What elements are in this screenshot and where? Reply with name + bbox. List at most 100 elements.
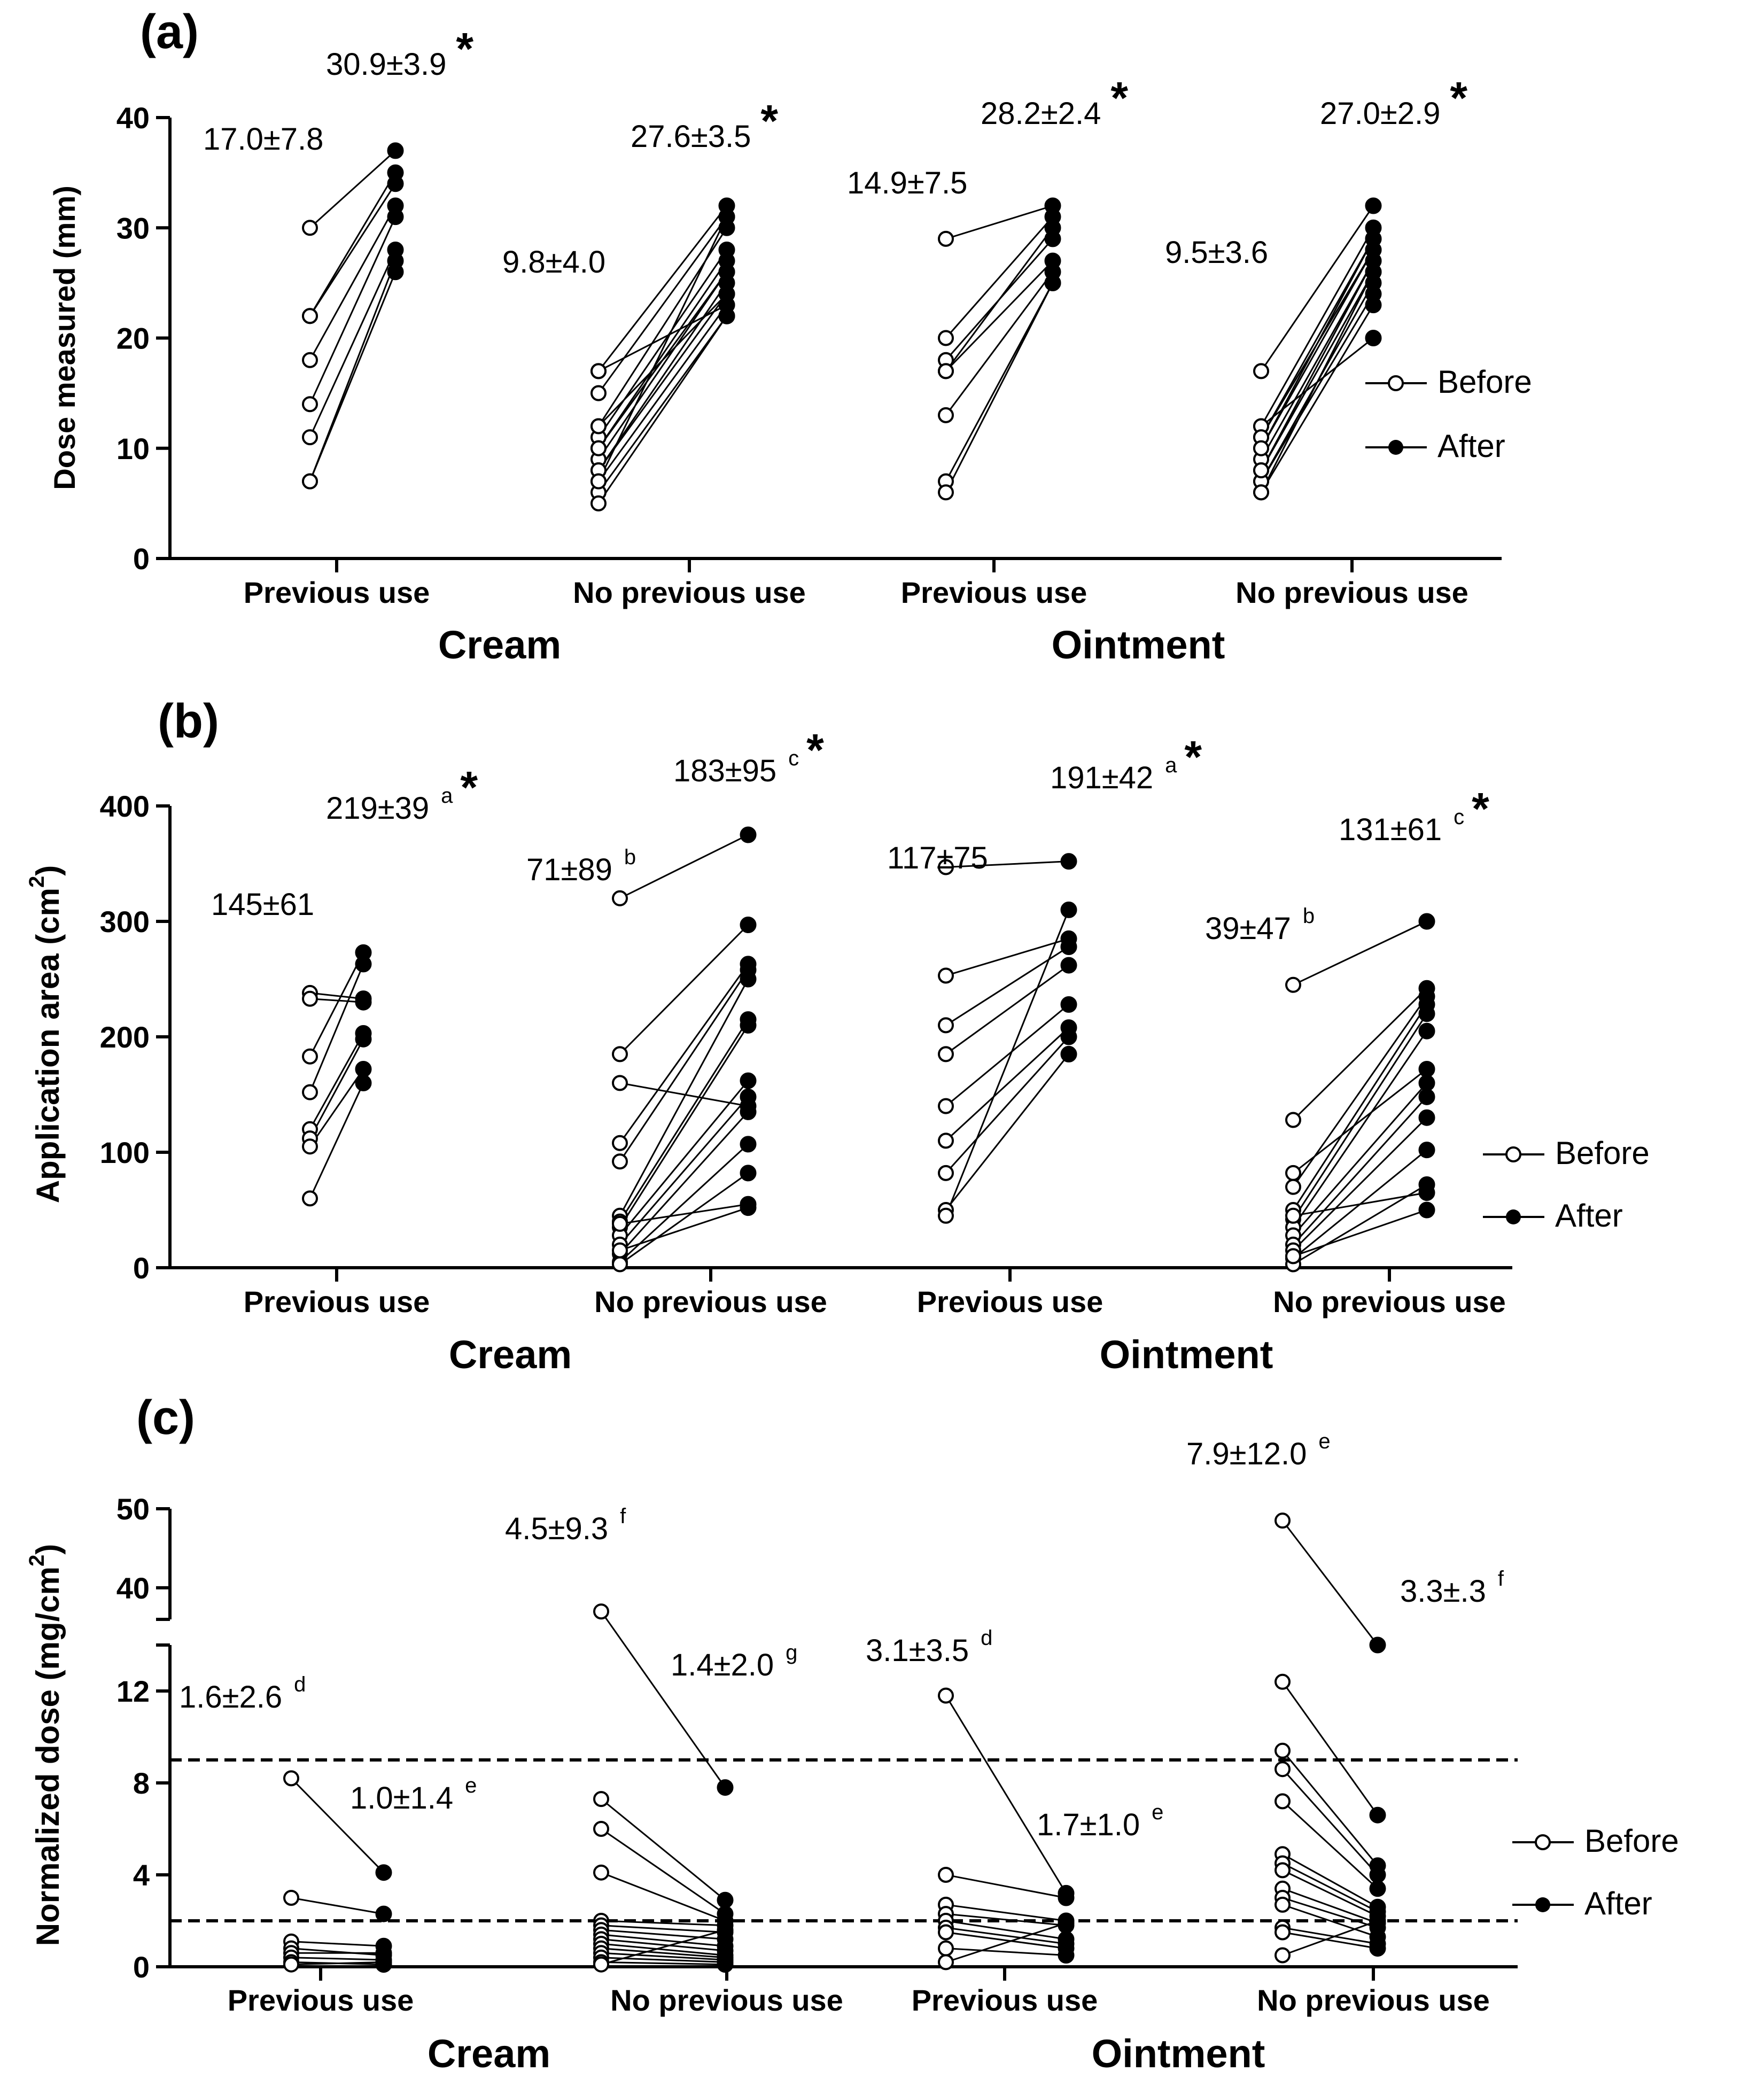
point-before xyxy=(612,1215,628,1232)
point-after xyxy=(375,1905,392,1922)
connector-line xyxy=(597,249,728,438)
point-after xyxy=(355,1060,372,1077)
annotation-before-group: 39±47 b xyxy=(1205,904,1315,946)
annotation-after: 27.0±2.9 * xyxy=(1320,73,1467,131)
point-after xyxy=(740,1103,757,1120)
category-label: No previous use xyxy=(573,576,806,609)
connector-line xyxy=(1282,1927,1378,1945)
connector-line xyxy=(945,937,1069,976)
annotation-before: 14.9±7.5 xyxy=(847,166,967,200)
connector-line xyxy=(1281,1750,1379,1866)
y-axis-label: Normalized dose (mg/cm2) xyxy=(25,1544,66,1946)
connector-line xyxy=(945,1695,1067,1894)
legend-marker-after xyxy=(1506,1209,1521,1224)
annotation-before: 3.1±3.5 d xyxy=(866,1626,992,1668)
annotation-after: 191±42 a * xyxy=(1050,732,1202,795)
point-before xyxy=(590,363,607,379)
y-tick-label: 400 xyxy=(100,789,150,823)
connector-line xyxy=(309,183,397,317)
annotation-before: 1.6±2.6 d xyxy=(179,1673,306,1715)
annotation-after-value: 30.9±3.9 xyxy=(326,47,446,82)
annotation-after-value: 3.3±.3 xyxy=(1400,1574,1486,1609)
connector-line xyxy=(1281,1801,1379,1889)
point-before xyxy=(302,220,318,236)
group-label: Cream xyxy=(438,623,561,667)
point-before xyxy=(302,1048,318,1065)
category-label: No previous use xyxy=(1257,1983,1490,2017)
point-before xyxy=(590,418,607,435)
connector-line xyxy=(945,260,1054,372)
y-tick-label: 50 xyxy=(116,1492,150,1526)
panel-label: (a) xyxy=(140,5,199,59)
annotation-after-sup: a xyxy=(1165,754,1177,777)
annotation-before-group: 117±75 xyxy=(887,841,988,875)
y-axis-label-end: ) xyxy=(30,865,66,876)
connector-line xyxy=(597,216,728,482)
connector-line xyxy=(945,282,1054,482)
connector-line xyxy=(619,1082,749,1107)
connector-line xyxy=(601,1948,726,1959)
connector-line xyxy=(1260,304,1374,493)
annotation-before-value: 9.5±3.6 xyxy=(1165,235,1268,270)
annotation-after-sup: c xyxy=(1454,805,1464,829)
point-after xyxy=(375,1864,392,1881)
point-after xyxy=(1365,330,1382,346)
point-before xyxy=(1275,1896,1291,1913)
point-after xyxy=(1369,1880,1386,1897)
point-after xyxy=(1365,263,1382,281)
point-after xyxy=(355,956,372,973)
connector-line xyxy=(619,979,749,1216)
connector-line xyxy=(291,1897,384,1915)
connector-line xyxy=(1293,1184,1427,1265)
connector-line xyxy=(619,1080,749,1236)
point-after xyxy=(1418,1109,1435,1126)
annotation-after: 1.0±1.4 e xyxy=(350,1774,477,1816)
connector-line xyxy=(309,150,397,229)
connector-line xyxy=(945,282,1054,493)
point-before xyxy=(1285,1207,1301,1224)
annotation-after-group: 183±95 c * xyxy=(673,725,824,788)
point-after xyxy=(355,1030,372,1048)
connector-line xyxy=(1292,1004,1428,1211)
annotation-before: 4.5±9.3 f xyxy=(505,1504,626,1546)
point-after xyxy=(1418,1088,1435,1105)
point-after xyxy=(1418,1005,1435,1022)
point-after xyxy=(717,1956,734,1973)
connector-line xyxy=(945,1931,1067,1950)
point-after xyxy=(1369,1636,1386,1654)
annotation-before-group: 7.9±12.0 e xyxy=(1186,1430,1331,1471)
point-before xyxy=(938,330,954,346)
connector-line xyxy=(1260,271,1374,471)
connector-line xyxy=(601,1961,726,1966)
annotation-after-group: 1.7±1.0 e xyxy=(1037,1801,1163,1842)
connector-line xyxy=(619,1172,749,1265)
y-axis-label-end: ) xyxy=(30,1544,66,1555)
annotation-after-value: 1.7±1.0 xyxy=(1037,1808,1140,1842)
connector-line xyxy=(291,1941,384,1947)
connector-line xyxy=(945,909,1070,1216)
point-after xyxy=(1060,853,1077,870)
panel-label: (c) xyxy=(136,1391,195,1445)
point-after xyxy=(1418,1184,1435,1201)
annotation-after-star: * xyxy=(760,96,778,146)
annotation-before-sup: d xyxy=(981,1626,992,1650)
annotation-after-star: * xyxy=(1110,73,1128,123)
point-after xyxy=(387,142,404,159)
connector-line xyxy=(291,1948,384,1956)
point-before xyxy=(1275,1673,1291,1690)
connector-line xyxy=(291,1961,384,1966)
category-label: No previous use xyxy=(1235,576,1468,609)
point-after xyxy=(387,208,404,226)
point-after xyxy=(740,1136,757,1153)
connector-line xyxy=(597,260,728,449)
point-before xyxy=(612,1153,628,1170)
point-after xyxy=(1369,1912,1386,1929)
point-before xyxy=(590,385,607,401)
connector-line xyxy=(597,271,728,460)
point-before xyxy=(302,1138,318,1155)
y-axis-label: Dose measured (mm) xyxy=(48,185,81,490)
connector-line xyxy=(600,1611,726,1788)
category-label: Previous use xyxy=(912,1983,1098,2017)
point-after xyxy=(1365,297,1382,314)
